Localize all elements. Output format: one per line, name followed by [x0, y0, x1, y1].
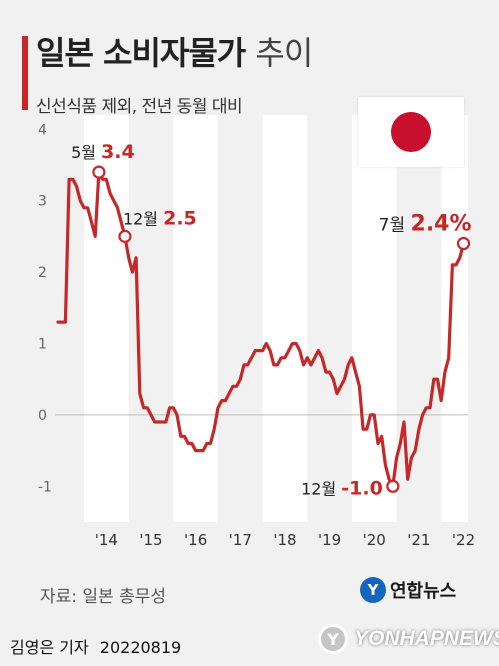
chart-title-sub: 추이 [255, 34, 313, 72]
annotation-marker [92, 165, 106, 179]
japan-flag-icon [358, 97, 464, 167]
y-tick-label: 3 [38, 194, 47, 210]
publish-date: 20220819 [99, 638, 182, 657]
annotation-label: 12월 2.5 [123, 207, 197, 229]
annotation-value: 2.5 [163, 207, 197, 229]
byline: 김영은 기자 20220819 [10, 634, 181, 658]
year-band [84, 115, 129, 522]
y-tick-label: 2 [38, 265, 47, 281]
annotation-month: 5월 [71, 143, 101, 162]
brand-name: 연합뉴스 [390, 581, 457, 602]
x-year-label: '17 [229, 531, 252, 549]
annotation-label: 5월 3.4 [71, 141, 135, 163]
annotation-month: 12월 [301, 479, 341, 498]
x-year-label: '16 [184, 531, 207, 549]
annotation-month: 12월 [123, 209, 163, 228]
chart-title: 일본 소비자물가 추이 [36, 28, 313, 74]
watermark: Y YONHAPNEWS [318, 624, 499, 654]
watermark-logo-icon: Y [318, 624, 348, 654]
year-band [441, 115, 468, 522]
annotation-label: 12월 -1.0 [301, 477, 383, 499]
annotation-label: 7월 2.4% [379, 212, 472, 237]
reporter-name: 김영은 기자 [10, 638, 89, 657]
year-band [173, 115, 218, 522]
annotation-value: 2.4% [411, 212, 472, 237]
x-year-label: '18 [273, 531, 296, 549]
annotation-marker [118, 229, 132, 243]
source-note: 자료: 일본 총무성 [40, 587, 167, 607]
x-year-label: '21 [407, 531, 430, 549]
chart-subtitle: 신선식품 제외, 전년 동월 대비 [36, 97, 243, 117]
x-year-label: '19 [318, 531, 341, 549]
y-tick-label: 4 [38, 122, 47, 138]
x-year-label: '20 [363, 531, 386, 549]
annotation-marker [386, 479, 400, 493]
rising-sun-disc [391, 112, 431, 152]
watermark-text: YONHAPNEWS [354, 627, 499, 650]
y-tick-label: -1 [38, 479, 52, 495]
year-band [262, 115, 308, 522]
x-year-label: '22 [452, 531, 475, 549]
x-year-label: '15 [139, 531, 162, 549]
year-band [351, 115, 397, 522]
y-tick-label: 0 [38, 408, 47, 424]
y-tick-label: 1 [38, 336, 47, 352]
chart-title-main: 일본 소비자물가 [36, 34, 246, 72]
x-year-label: '14 [95, 531, 118, 549]
annotation-month: 7월 [379, 216, 411, 236]
annotation-marker [456, 236, 471, 251]
yonhap-logo-icon: Y [360, 577, 386, 603]
annotation-value: -1.0 [341, 477, 383, 499]
brand-mark: Y 연합뉴스 [360, 577, 456, 603]
annotation-value: 3.4 [101, 141, 135, 163]
title-accent-bar [22, 36, 28, 110]
